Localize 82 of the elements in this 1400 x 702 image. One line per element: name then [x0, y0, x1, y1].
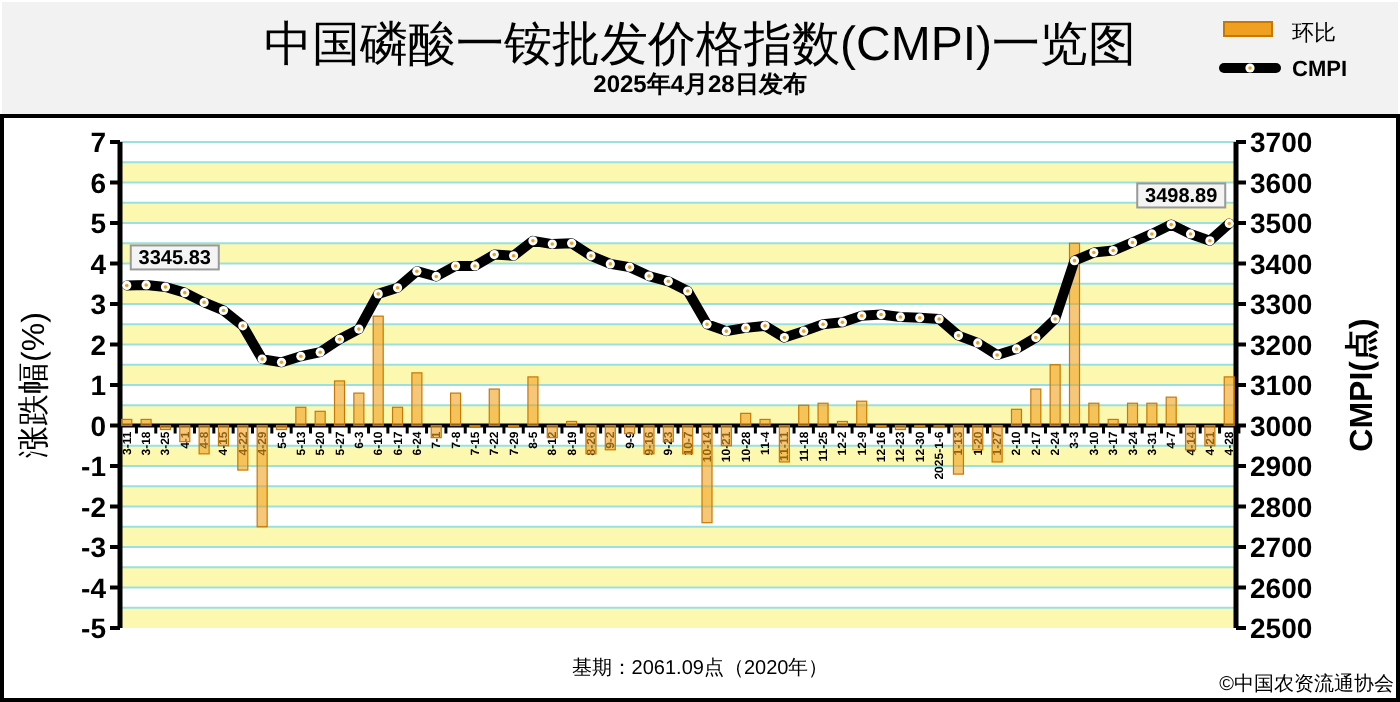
value-label: 3345.83 — [129, 244, 220, 271]
bar — [295, 406, 307, 427]
bar — [585, 424, 597, 455]
bar — [1107, 418, 1119, 427]
bar — [682, 424, 694, 455]
y-axis-title: 涨跌幅(%) — [16, 312, 52, 458]
bar — [256, 424, 268, 528]
y2-tick-label: 3600 — [1250, 166, 1313, 199]
bar — [353, 392, 365, 427]
legend-label: 环比 — [1292, 20, 1336, 46]
bar — [527, 376, 539, 427]
data-label: 3498.89 — [1145, 186, 1219, 209]
bar — [566, 420, 578, 427]
y2-tick-label: 3700 — [1250, 126, 1313, 158]
text: ©中国农资流通协会 — [1219, 672, 1394, 696]
y-tick-label: 1 — [90, 369, 107, 401]
bar — [643, 424, 655, 455]
bar — [333, 380, 346, 427]
text: 基期：2061.09点（2020年） — [571, 656, 829, 680]
bar — [121, 418, 133, 427]
y-tick-label: 5 — [90, 207, 107, 239]
bar — [1010, 408, 1023, 427]
bar — [1030, 388, 1042, 427]
bar — [411, 372, 423, 427]
y-tick-label: 4 — [90, 247, 107, 280]
y2-tick-label: 3000 — [1250, 409, 1313, 442]
bar — [198, 424, 210, 455]
chart-subtitle: 2025年4月28日发布 — [593, 70, 807, 98]
bar — [798, 404, 810, 427]
bar — [372, 315, 384, 427]
bar — [624, 424, 636, 435]
y2-tick-label: 3500 — [1250, 207, 1313, 239]
y2-tick-label: 2900 — [1250, 450, 1313, 482]
y2-tick-label: 2500 — [1250, 612, 1313, 644]
y2-tick-label: 2600 — [1250, 571, 1313, 604]
y2-tick-label: 3200 — [1250, 328, 1313, 361]
bar — [237, 424, 249, 471]
bar — [778, 424, 790, 463]
y-tick-label: 2 — [90, 328, 107, 361]
bar — [1165, 396, 1177, 427]
bar — [856, 400, 868, 427]
bar — [817, 402, 829, 427]
y-tick-label: -2 — [81, 490, 107, 523]
y-tick-label: 6 — [90, 166, 107, 199]
bar — [159, 424, 172, 431]
y2-tick-label: 3400 — [1250, 247, 1313, 280]
bar — [275, 424, 288, 431]
bar — [391, 406, 404, 427]
bar — [991, 424, 1003, 463]
bar — [1146, 402, 1158, 427]
y-tick-label: 3 — [90, 288, 107, 320]
y2-tick-label: 3300 — [1250, 288, 1313, 320]
bar — [972, 424, 984, 451]
y2-tick-label: 2800 — [1250, 490, 1313, 523]
legend-label: CMPI — [1292, 58, 1347, 82]
bar — [759, 418, 771, 427]
y2-tick-label: 2700 — [1250, 531, 1313, 563]
y2-axis-title: CMPI(点) — [1344, 318, 1380, 452]
bar — [740, 412, 752, 427]
y2-tick-label: 3100 — [1250, 369, 1313, 401]
bar — [836, 420, 848, 427]
y-tick-label: -3 — [81, 531, 107, 563]
value-label: 3498.89 — [1136, 182, 1227, 209]
bar — [952, 424, 965, 475]
y-tick-label: -5 — [81, 612, 107, 644]
bar — [449, 392, 462, 427]
bar — [314, 410, 326, 427]
y-tick-label: -1 — [81, 450, 107, 482]
bar — [701, 424, 713, 524]
bar — [894, 424, 907, 431]
y-tick-label: 0 — [90, 409, 107, 442]
y-tick-label: -4 — [81, 571, 107, 604]
y-tick-label: 7 — [90, 126, 107, 158]
bar — [604, 424, 616, 451]
bar — [488, 388, 500, 427]
bar — [140, 418, 152, 427]
bar — [1049, 364, 1061, 427]
bar — [1088, 402, 1100, 427]
bar — [1223, 376, 1235, 427]
data-label: 3345.83 — [138, 248, 212, 271]
bar — [1126, 402, 1139, 427]
chart-title: 中国磷酸一铵批发价格指数(CMPI)一览图 — [264, 18, 1136, 72]
